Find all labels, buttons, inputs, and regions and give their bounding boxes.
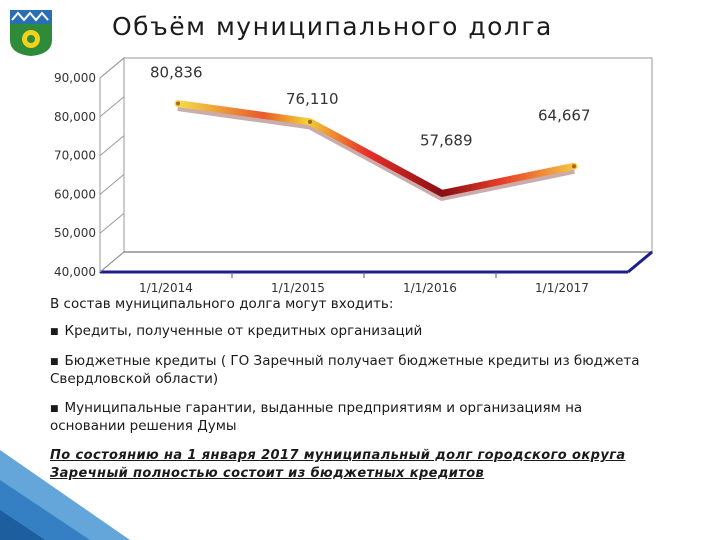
conclusion-text: По состоянию на 1 января 2017 муниципаль…: [50, 448, 626, 481]
chart-floor: [98, 251, 654, 273]
y-gridline: [99, 251, 125, 273]
y-tick-label: 60,000: [54, 187, 96, 201]
data-point: [176, 101, 180, 106]
y-gridline: [99, 174, 125, 195]
series-line: [174, 100, 578, 197]
x-tick-label: 1/1/2017: [535, 281, 589, 295]
series-line-shadow: [177, 102, 575, 201]
page-title: Объём муниципального долга: [112, 12, 553, 41]
bullet-item: ■ Кредиты, полученные от кредитных органи…: [50, 323, 660, 341]
debt-line-chart: 40,000 50,000 60,000 70,000 80,000 90,000 1/1/…: [54, 56, 654, 295]
y-gridline: [99, 212, 125, 234]
y-tick-label: 90,000: [54, 71, 96, 85]
bullet-item: ■ Муниципальные гарантии, выданные предпр…: [50, 400, 660, 435]
back-wall: [123, 57, 653, 253]
bullet-text: Кредиты, полученные от кредитных организ…: [64, 323, 423, 339]
bullet-marker-icon: ■: [50, 327, 59, 337]
data-point: [440, 191, 444, 196]
x-tick-label: 1/1/2014: [139, 281, 193, 295]
side-wall: [99, 56, 125, 274]
chart-ticks: 40,000 50,000 60,000 70,000 80,000 90,000 1/1/…: [54, 57, 589, 295]
intro-text: В состав муниципального долга могут вход…: [50, 296, 394, 312]
corner-accent-decoration: [0, 450, 130, 540]
bullet-text: Муниципальные гарантии, выданные предпри…: [50, 400, 583, 434]
y-tick-label: 40,000: [54, 265, 96, 279]
x-tick-label: 1/1/2015: [271, 281, 325, 295]
chart-data-labels: 80,836 76,110 57,689 64,667: [150, 64, 591, 150]
x-tick-label: 1/1/2016: [403, 281, 457, 295]
data-label: 76,110: [286, 90, 339, 108]
data-point: [308, 119, 312, 124]
bullet-text: Бюджетные кредиты ( ГО Заречный получает…: [50, 353, 640, 387]
text-block: В состав муниципального долга могут вход…: [50, 296, 660, 483]
y-gridline: [99, 57, 125, 79]
floor-edge-side: [627, 250, 653, 274]
chart-series: [174, 100, 578, 201]
y-tick-label: 70,000: [54, 149, 96, 163]
y-gridline: [99, 135, 125, 156]
data-label: 64,667: [538, 106, 591, 124]
y-tick-label: 80,000: [54, 110, 96, 124]
y-gridline: [99, 96, 125, 118]
data-label: 57,689: [420, 131, 473, 149]
data-label: 80,836: [150, 64, 203, 82]
bullet-item: ■ Бюджетные кредиты ( ГО Заречный получае…: [50, 353, 660, 388]
y-tick-label: 50,000: [54, 226, 96, 240]
bullet-marker-icon: ■: [50, 404, 59, 414]
city-emblem-icon: [10, 10, 52, 56]
bullet-marker-icon: ■: [50, 357, 59, 367]
data-point: [572, 164, 576, 169]
